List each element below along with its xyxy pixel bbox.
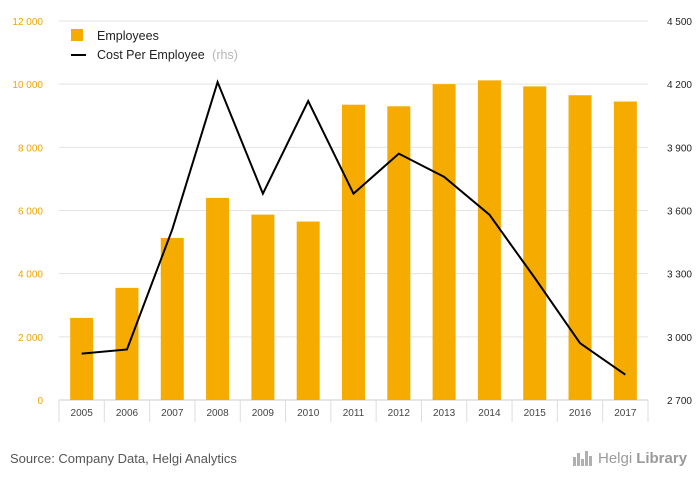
y-left-tick-label: 6 000	[18, 207, 43, 218]
x-tick-label: 2013	[433, 408, 456, 419]
legend-swatch-employees	[71, 29, 83, 41]
employees-bar	[115, 287, 139, 400]
brand-name-library: Library	[636, 449, 688, 467]
y-right-tick-label: 3 300	[667, 270, 692, 281]
y-right-tick-label: 3 600	[667, 207, 692, 218]
employees-bar	[342, 104, 365, 400]
employees-bar	[251, 214, 275, 400]
y-left-tick-label: 2 000	[18, 333, 43, 344]
combo-chart: 0 2 700 2 000 3 000 4 000 3 300 6 000 3 600 8 00…	[12, 17, 692, 422]
y-left-tick-label: 10 000	[12, 80, 43, 91]
y-right-tick-label: 3 000	[667, 333, 692, 344]
legend-label-cost-per-employee: Cost Per Employee (rhs)	[97, 48, 238, 62]
employees-bar	[523, 86, 547, 400]
x-tick-label: 2012	[388, 408, 411, 419]
x-tick-label: 2017	[614, 408, 637, 419]
y-right-tick-label: 4 200	[667, 80, 692, 91]
y-right-tick-label: 4 500	[667, 17, 692, 28]
y-left-tick-label: 8 000	[18, 143, 43, 154]
x-tick-label: 2011	[343, 408, 365, 419]
brand-name-helgi: Helgi	[598, 449, 633, 467]
employees-bar	[387, 106, 411, 401]
y-left-tick-label: 4 000	[18, 270, 43, 281]
employees-bars	[70, 80, 637, 401]
y-right-tick-label: 2 700	[667, 396, 692, 407]
x-tick-label: 2006	[116, 408, 139, 419]
x-tick-label: 2015	[524, 408, 547, 419]
legend: Employees Cost Per Employee (rhs)	[71, 29, 238, 62]
helgi-library-mark-icon	[573, 451, 592, 466]
legend-label-employees: Employees	[97, 29, 159, 43]
employees-bar	[432, 84, 456, 401]
x-tick-label: 2010	[297, 408, 320, 419]
employees-bar	[613, 101, 637, 400]
employees-bar	[477, 80, 501, 401]
helgi-library-logo: Helgi Library	[572, 449, 687, 467]
x-tick-label: 2007	[161, 408, 184, 419]
y-left-tick-label: 0	[37, 396, 43, 407]
x-tick-label: 2008	[206, 408, 229, 419]
employees-bar	[160, 237, 184, 400]
source-caption: Source: Company Data, Helgi Analytics	[10, 451, 237, 466]
employees-bar	[206, 197, 230, 400]
legend-rhs-note: (rhs)	[212, 48, 238, 62]
employees-bar	[568, 95, 592, 401]
y-right-tick-label: 3 900	[667, 143, 692, 154]
x-tick-label: 2016	[569, 408, 592, 419]
x-tick-label: 2014	[478, 408, 501, 419]
legend-series-name: Cost Per Employee	[97, 48, 205, 62]
employees-bar	[70, 317, 94, 400]
x-tick-label: 2005	[71, 408, 94, 419]
cost-per-employee-line-group	[81, 79, 626, 376]
x-tick-label: 2009	[252, 408, 275, 419]
y-left-tick-label: 12 000	[12, 17, 43, 28]
employees-bar	[296, 221, 320, 400]
